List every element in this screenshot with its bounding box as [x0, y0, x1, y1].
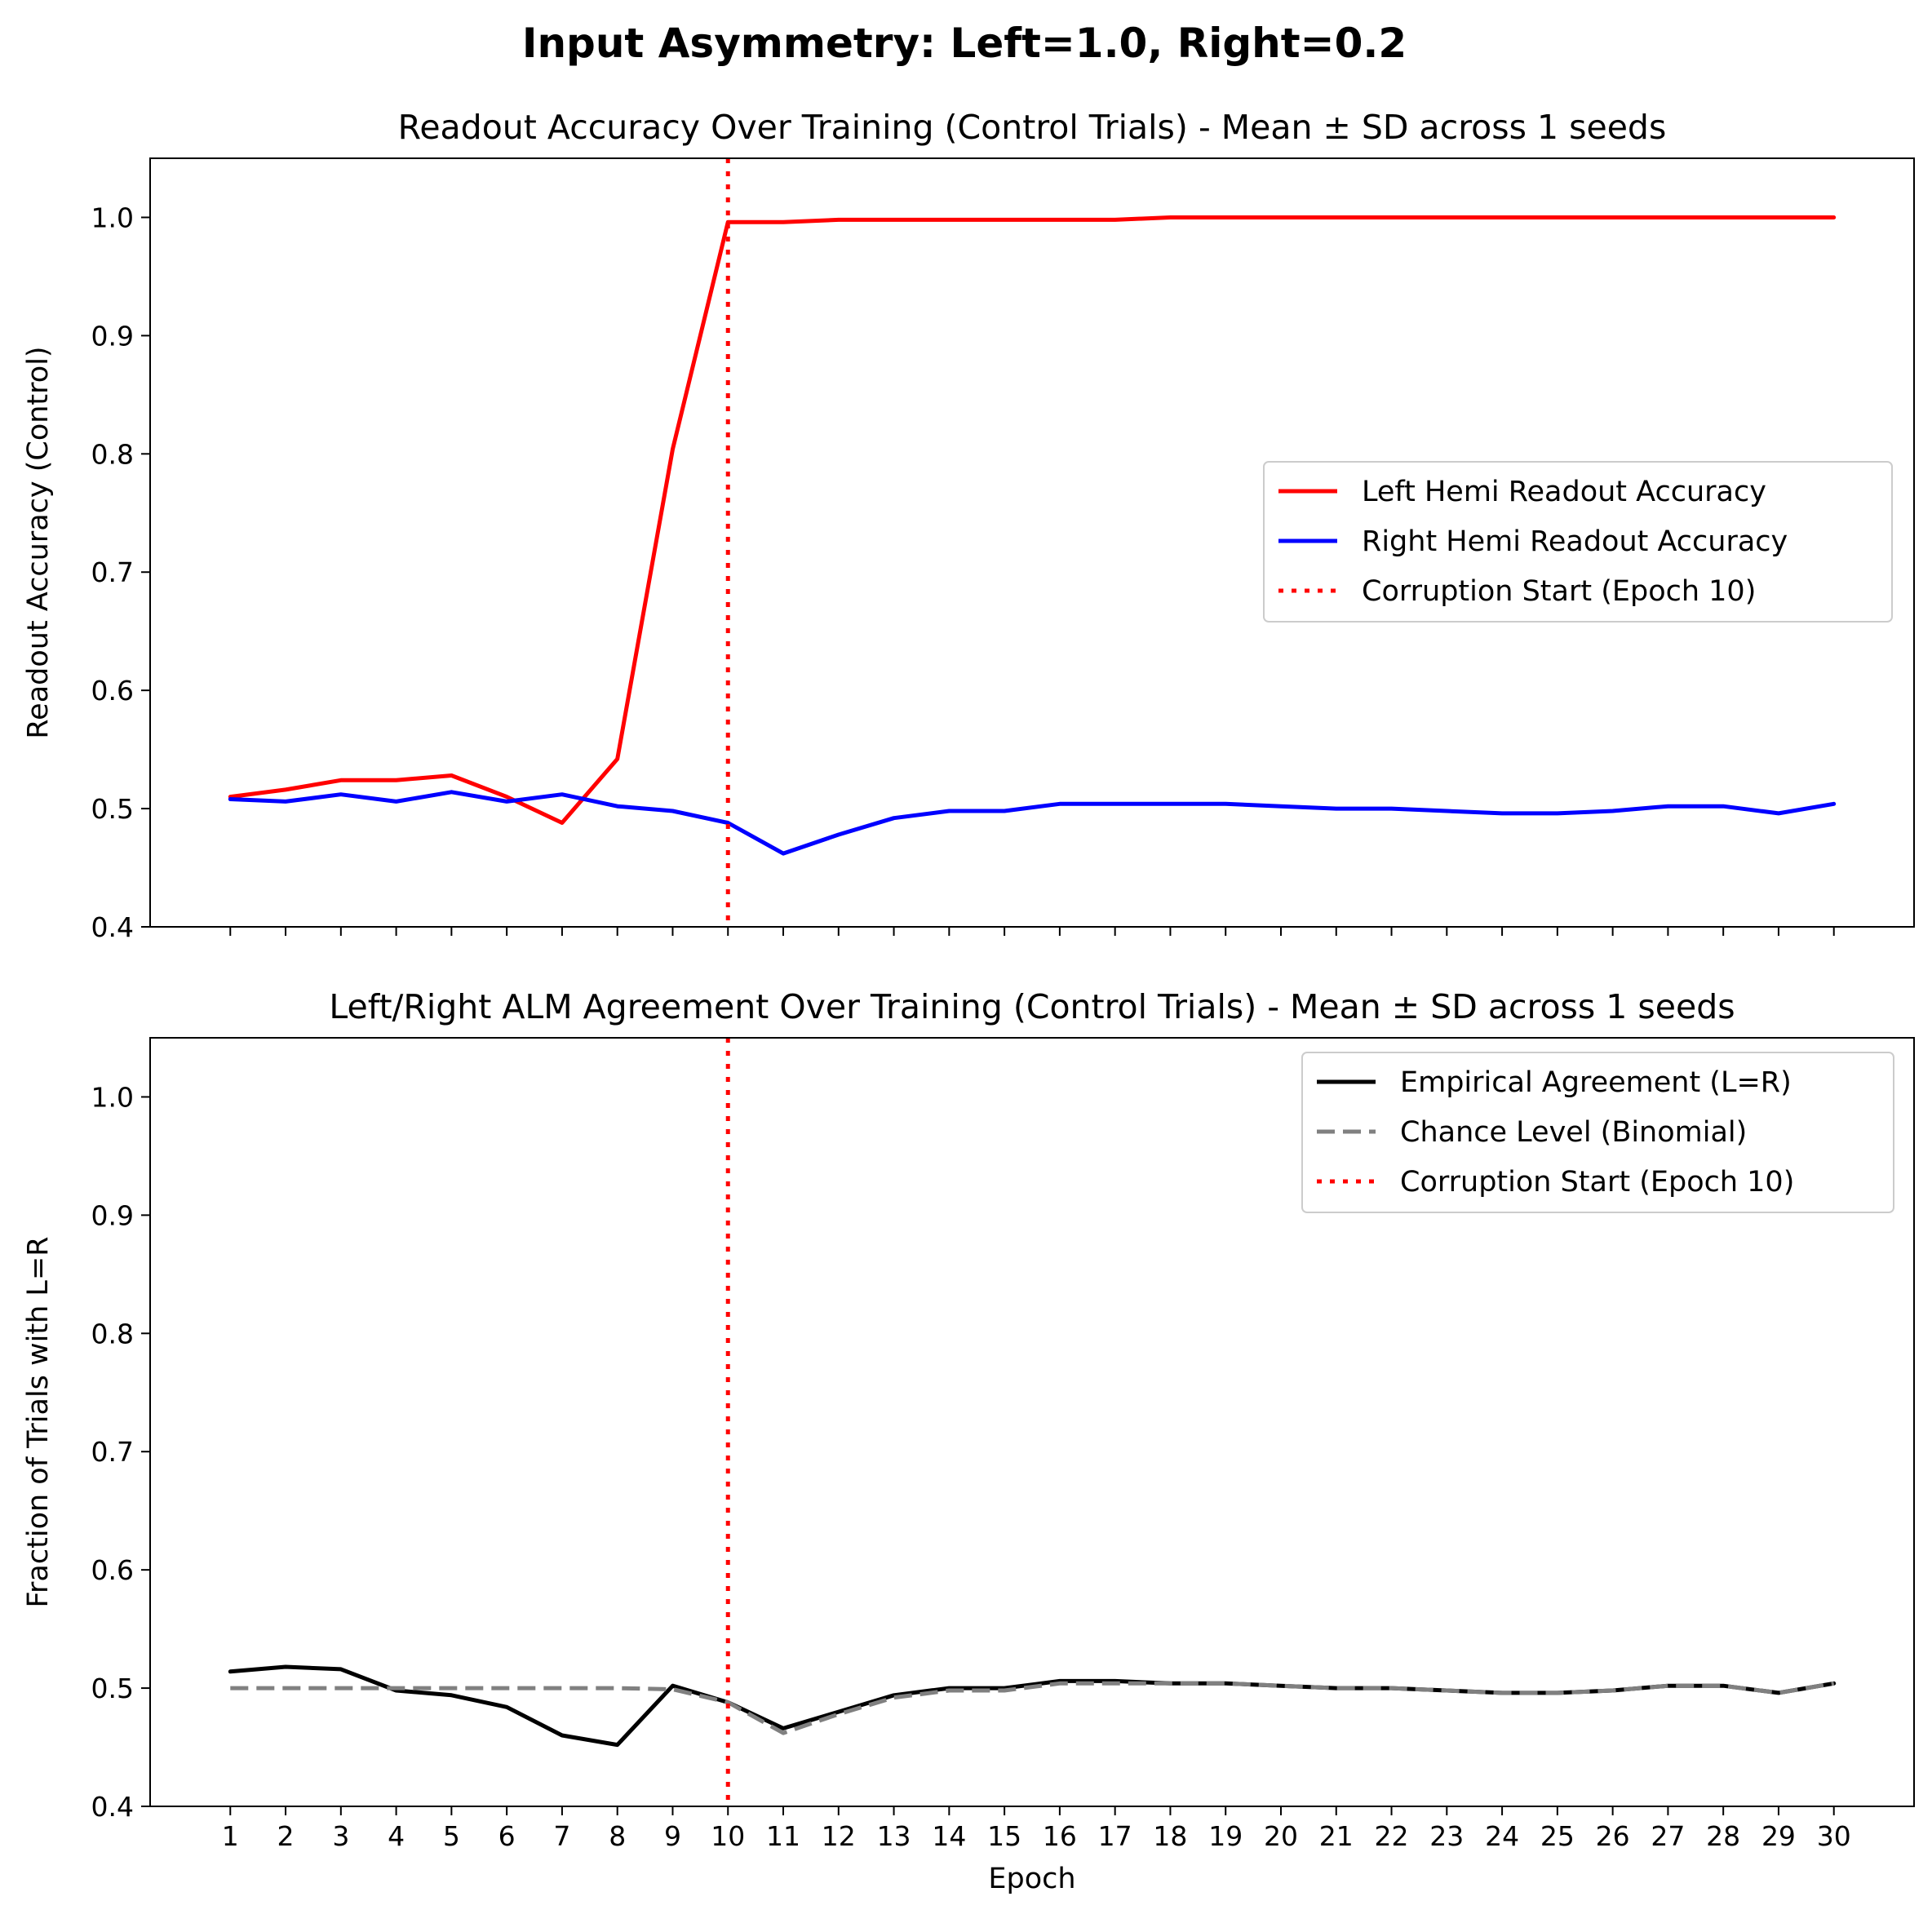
chart1-ytick-label: 0.4 [91, 911, 134, 943]
chart2-xtick-label: 26 [1596, 1820, 1630, 1852]
chart2-xtick-label: 13 [877, 1820, 911, 1852]
chart2-xtick-label: 1 [222, 1820, 239, 1852]
chart2-xtick-label: 11 [766, 1820, 800, 1852]
chart2-xtick-label: 14 [932, 1820, 966, 1852]
chart2-xtick-label: 16 [1043, 1820, 1077, 1852]
chart2-xtick-label: 12 [822, 1820, 856, 1852]
chart2-xtick-label: 2 [277, 1820, 295, 1852]
chart2-xtick-label: 29 [1761, 1820, 1796, 1852]
chart2-xtick-label: 28 [1706, 1820, 1740, 1852]
chart2-series-2-line [230, 1681, 1835, 1735]
figure-suptitle: Input Asymmetry: Left=1.0, Right=0.2 [522, 20, 1407, 67]
chart1-ytick-label: 0.8 [91, 438, 134, 470]
chart2-xtick-label: 15 [987, 1820, 1021, 1852]
chart2-legend-label: Corruption Start (Epoch 10) [1400, 1166, 1794, 1199]
chart2-xtick-label: 6 [499, 1820, 516, 1852]
chart2-xtick-label: 8 [609, 1820, 626, 1852]
chart2-xtick-label: 9 [664, 1820, 681, 1852]
chart2-legend: Empirical Agreement (L=R) Chance Level (B… [1301, 1052, 1894, 1213]
chart2-xtick-label: 20 [1264, 1820, 1298, 1852]
chart1-ylabel: Readout Accuracy (Control) [22, 346, 55, 738]
chart2-xtick-label: 27 [1651, 1820, 1685, 1852]
chart2-legend-label: Chance Level (Binomial) [1400, 1116, 1747, 1149]
chart2-xtick-label: 19 [1208, 1820, 1243, 1852]
chart2-ytick-label: 0.6 [91, 1554, 134, 1586]
chart2-ytick-label: 0.5 [91, 1673, 134, 1704]
chart2-xtick-label: 23 [1429, 1820, 1464, 1852]
chart1-legend-label: Right Hemi Readout Accuracy [1362, 525, 1788, 558]
chart2-xtick-label: 4 [388, 1820, 405, 1852]
chart2-ylabel: Fraction of Trials with L=R [22, 1236, 55, 1607]
chart2-legend-box [1301, 1052, 1894, 1213]
chart1-series-1-line [228, 215, 1837, 825]
chart2-ytick-label: 0.4 [91, 1791, 134, 1823]
chart2-xtick-label: 17 [1098, 1820, 1132, 1852]
chart2-legend-label: Empirical Agreement (L=R) [1400, 1066, 1792, 1099]
chart2-xtick-label: 7 [553, 1820, 570, 1852]
chart2-xtick-label: 21 [1319, 1820, 1354, 1852]
chart2-xtick-label: 22 [1375, 1820, 1409, 1852]
chart1-ytick-label: 1.0 [91, 202, 134, 233]
chart1-ytick-label: 0.9 [91, 320, 134, 352]
chart2-xtick-label: 3 [332, 1820, 349, 1852]
chart2-ytick-label: 1.0 [91, 1081, 134, 1113]
chart2-series-1-line [228, 1664, 1837, 1748]
chart2-xtick-label: 18 [1153, 1820, 1187, 1852]
chart2-ytick-label: 0.7 [91, 1436, 134, 1468]
chart1-legend: Left Hemi Readout Accuracy Right Hemi Rea… [1263, 461, 1893, 623]
chart1-ytick-label: 0.5 [91, 793, 134, 825]
chart1-title: Readout Accuracy Over Training (Control … [398, 108, 1667, 147]
chart2-xtick-label: 25 [1540, 1820, 1575, 1852]
chart1-axes-frame [149, 157, 1915, 928]
bottom-panel-lr-agreement: Left/Right ALM Agreement Over Training (… [22, 987, 1915, 1895]
chart2-ytick-label: 0.8 [91, 1318, 134, 1349]
chart1-legend-label: Left Hemi Readout Accuracy [1362, 476, 1766, 508]
chart2-xlabel: Epoch [988, 1863, 1075, 1895]
top-panel-readout-accuracy: Readout Accuracy Over Training (Control … [22, 108, 1915, 943]
chart2-xtick-label: 5 [443, 1820, 460, 1852]
chart2-xtick-label: 30 [1817, 1820, 1851, 1852]
chart2-title: Left/Right ALM Agreement Over Training (… [329, 987, 1735, 1026]
chart2-xtick-label: 24 [1485, 1820, 1519, 1852]
chart2-ytick-label: 0.9 [91, 1199, 134, 1231]
chart1-ytick-label: 0.7 [91, 556, 134, 588]
chart1-series-2-line [228, 790, 1837, 856]
chart1-ytick-label: 0.6 [91, 675, 134, 707]
chart2-xtick-label: 10 [711, 1820, 745, 1852]
chart2-axes-frame [149, 1037, 1915, 1807]
chart1-legend-box [1263, 461, 1893, 623]
chart1-legend-label: Corruption Start (Epoch 10) [1362, 575, 1756, 608]
